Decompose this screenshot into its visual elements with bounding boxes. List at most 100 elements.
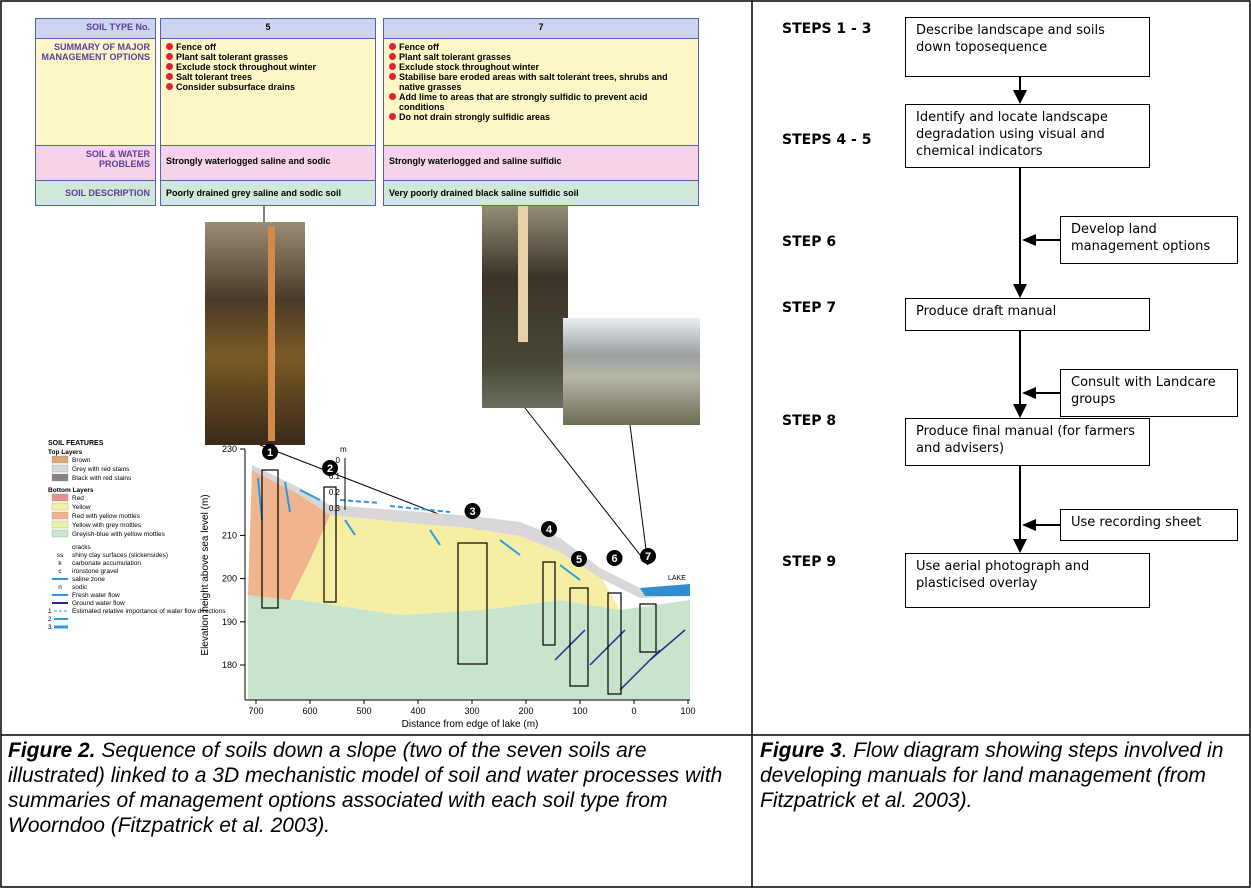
legend-swatch	[52, 494, 68, 501]
caption-lead: Figure 3	[760, 739, 842, 762]
step-label: STEP 7	[782, 300, 836, 316]
legend-swatch	[52, 512, 68, 519]
page: 2302102001901807006005004003002001000100…	[0, 0, 1251, 888]
bullet	[166, 63, 173, 70]
legend-text: Black with red stains	[72, 475, 132, 482]
bullet-item: Add lime to areas that are strongly sulf…	[389, 92, 693, 112]
bullet	[389, 63, 396, 70]
x-tick-label: 300	[464, 706, 479, 716]
legend-text: Ground water flow	[72, 600, 125, 607]
y-tick-label: 190	[222, 617, 237, 627]
legend-text: SOIL FEATURES	[48, 440, 104, 447]
legend-swatch	[52, 503, 68, 510]
legend-text: sodic	[72, 584, 88, 591]
legend-text: 1	[48, 608, 52, 615]
x-axis-label: Distance from edge of lake (m)	[402, 719, 539, 730]
bullet	[389, 93, 396, 100]
bullet-text: Do not drain strongly sulfidic areas	[399, 112, 550, 122]
caption-lead: Figure 2.	[8, 739, 96, 762]
legend-text: saline zone	[72, 576, 105, 583]
figure3-caption: Figure 3. Flow diagram showing steps inv…	[760, 738, 1245, 813]
bullet-item: Plant salt tolerant grasses	[166, 52, 370, 62]
profile-number: 7	[645, 551, 651, 563]
legend-text: Greyish-blue with yellow mottles	[72, 531, 166, 538]
legend-text: k	[58, 560, 62, 567]
problems-soil5: Strongly waterlogged saline and sodic	[160, 145, 376, 181]
arrow-head	[1013, 90, 1027, 104]
x-tick-label: 100	[572, 706, 587, 716]
bullet-item: Consider subsurface drains	[166, 82, 370, 92]
arrow-head	[1022, 519, 1036, 531]
profile-number: 5	[576, 554, 582, 566]
step-box: Use aerial photograph and plasticised ov…	[905, 553, 1150, 608]
side-box: Consult with Landcare groups	[1060, 369, 1238, 417]
x-tick-label: 500	[356, 706, 371, 716]
tape	[268, 226, 275, 441]
depth-unit: m	[340, 445, 347, 454]
step-label: STEPS 1 - 3	[782, 21, 871, 37]
profile-number: 1	[267, 447, 273, 459]
step-box: Describe landscape and soils down topose…	[905, 17, 1150, 77]
bullet	[166, 83, 173, 90]
legend-text: ironstone gravel	[72, 568, 119, 575]
x-tick-label: 100	[680, 706, 695, 716]
bullet-item: Stabilise bare eroded areas with salt to…	[389, 72, 693, 92]
legend-text: Grey with red stains	[72, 466, 130, 473]
header-soil5: 5	[160, 18, 376, 39]
step-box: Identify and locate landscape degradatio…	[905, 104, 1150, 168]
legend-text: Yellow with grey mottles	[72, 522, 142, 529]
arrow-head	[1013, 284, 1027, 298]
bullet	[389, 113, 396, 120]
x-tick-label: 200	[518, 706, 533, 716]
legend-text: shiny clay surfaces (slickensides)	[72, 552, 168, 559]
y-tick-label: 210	[222, 530, 237, 540]
x-tick-label: 600	[302, 706, 317, 716]
x-tick-label: 400	[410, 706, 425, 716]
bullet-text: Consider subsurface drains	[176, 82, 295, 92]
description-label: SOIL DESCRIPTION	[35, 180, 156, 206]
bullet-item: Exclude stock throughout winter	[166, 62, 370, 72]
legend-text: ss	[57, 552, 64, 559]
connector	[630, 425, 648, 565]
legend-text: carbonate accumulation	[72, 560, 141, 567]
bullet	[389, 53, 396, 60]
bullet-text: Add lime to areas that are strongly sulf…	[399, 92, 693, 112]
bullet-text: Salt tolerant trees	[176, 72, 252, 82]
legend-text: n	[58, 584, 62, 591]
bullet-item: Fence off	[166, 42, 370, 52]
bullet	[166, 43, 173, 50]
step-box: Produce draft manual	[905, 298, 1150, 331]
header-label: SOIL TYPE No.	[35, 18, 156, 39]
legend-text: Fresh water flow	[72, 592, 120, 599]
step-box: Produce final manual (for farmers and ad…	[905, 418, 1150, 466]
legend-swatch	[52, 521, 68, 528]
legend-swatch	[52, 456, 68, 463]
x-tick-label: 700	[248, 706, 263, 716]
description-soil7: Very poorly drained black saline sulfidi…	[383, 180, 699, 206]
lake-label: LAKE	[668, 575, 686, 582]
bullet	[389, 73, 396, 80]
arrow-head	[1022, 387, 1036, 399]
bullet-item: Fence off	[389, 42, 693, 52]
step-label: STEP 8	[782, 413, 836, 429]
step-label: STEPS 4 - 5	[782, 132, 871, 148]
depth-tick-label: 0.3	[329, 504, 341, 513]
legend-text: Brown	[72, 457, 91, 464]
bullet	[166, 73, 173, 80]
bullet-text: Exclude stock throughout winter	[399, 62, 539, 72]
management-label: SUMMARY OF MAJOR MANAGEMENT OPTIONS	[35, 38, 156, 146]
depth-tick-label: 0.2	[329, 488, 341, 497]
description-soil5: Poorly drained grey saline and sodic soi…	[160, 180, 376, 206]
profile-number: 2	[327, 463, 333, 475]
legend-swatch	[52, 465, 68, 472]
bullet-item: Exclude stock throughout winter	[389, 62, 693, 72]
bullet-item: Plant salt tolerant grasses	[389, 52, 693, 62]
caption-text: Sequence of soils down a slope (two of t…	[8, 739, 722, 837]
bullet-text: Plant salt tolerant grasses	[176, 52, 288, 62]
cross-section: 2302102001901807006005004003002001000100…	[200, 444, 696, 730]
landscape-photo	[563, 318, 700, 425]
legend-text: Estimated relative importance of water f…	[72, 608, 226, 615]
bullet	[389, 43, 396, 50]
bullet	[166, 53, 173, 60]
